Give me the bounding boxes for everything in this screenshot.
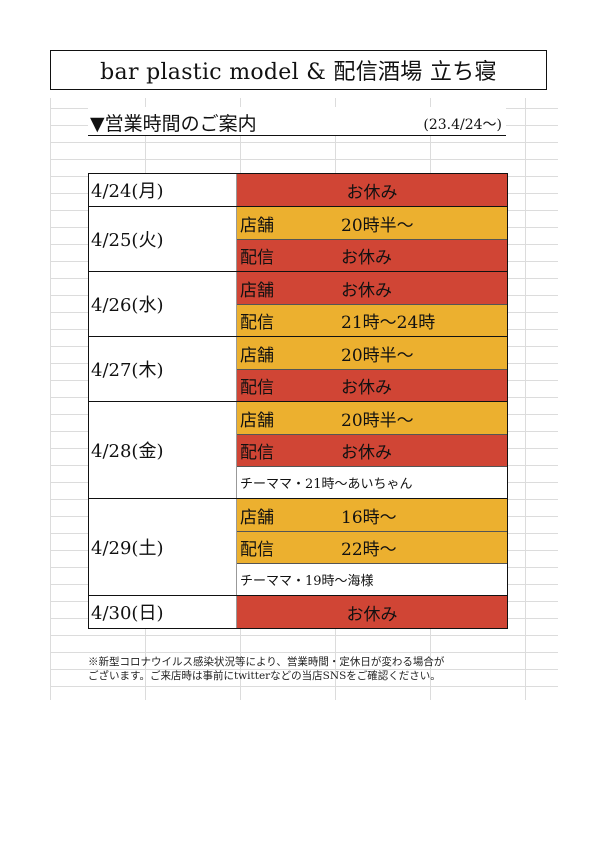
status-value: お休み [341, 280, 392, 301]
day-date: 4/25(火) [89, 207, 237, 271]
status-row: 配信 21時〜24時 [237, 304, 507, 336]
status-value: お休み [341, 443, 392, 463]
day-date: 4/24(月) [89, 174, 237, 206]
status-label: 配信 [240, 378, 274, 398]
staff-note: チーママ・21時〜あいちゃん [237, 466, 507, 498]
day-date: 4/28(金) [89, 402, 237, 498]
schedule-day: 4/24(月) お休み [89, 174, 507, 207]
status-label: 店舗 [240, 507, 274, 528]
status-row: 店舗 お休み [237, 272, 507, 304]
status-row: 店舗 20時半〜 [237, 337, 507, 369]
status-label: 配信 [240, 443, 274, 463]
schedule-day: 4/30(日) お休み [89, 596, 507, 629]
status-value: 20時半〜 [341, 345, 414, 366]
schedule-day: 4/28(金) 店舗 20時半〜配信 お休みチーママ・21時〜あいちゃん [89, 402, 507, 499]
schedule-day: 4/26(水) 店舗 お休み配信 21時〜24時 [89, 272, 507, 337]
status-label: 店舗 [240, 280, 274, 301]
status-label: 配信 [240, 540, 274, 560]
schedule-day: 4/25(火) 店舗 20時半〜配信 お休み [89, 207, 507, 272]
status-row: 配信 お休み [237, 239, 507, 271]
heading-text: ▼営業時間のご案内 [90, 113, 257, 135]
status-row: 配信 お休み [237, 434, 507, 466]
status-row: 店舗 20時半〜 [237, 207, 507, 239]
status-row: 店舗 20時半〜 [237, 402, 507, 434]
schedule-table: 4/24(月) お休み 4/25(火) 店舗 20時半〜 配信 お休み 4/26(水) 店舗 お休… [88, 173, 508, 629]
day-date: 4/27(木) [89, 337, 237, 401]
day-date: 4/26(水) [89, 272, 237, 336]
status-value: お休み [341, 248, 392, 268]
status-row: 店舗 16時〜 [237, 499, 507, 531]
status-label: 店舗 [240, 215, 274, 236]
schedule-day: 4/27(木) 店舗 20時半〜配信 お休み [89, 337, 507, 402]
status-value: お休み [341, 378, 392, 398]
status-value: 20時半〜 [341, 410, 414, 431]
status-label: 店舗 [240, 345, 274, 366]
status-row: 配信 22時〜 [237, 531, 507, 563]
staff-note: チーママ・19時〜海様 [237, 563, 507, 595]
day-date: 4/30(日) [89, 596, 237, 628]
footnote-line: ございます。ご来店時は事前にtwitterなどの当店SNSをご確認ください。 [88, 670, 441, 682]
status-row: 配信 お休み [237, 369, 507, 401]
footnote-line: ※新型コロナウイルス感染状況等により、営業時間・定休日が変わる場合が [88, 656, 445, 668]
status-label: 配信 [240, 313, 274, 333]
day-date: 4/29(土) [89, 499, 237, 595]
schedule-day: 4/29(土) 店舗 16時〜配信 22時〜チーママ・19時〜海様 [89, 499, 507, 596]
status-value: 22時〜 [341, 540, 397, 560]
status-value: 21時〜24時 [341, 313, 436, 333]
footnote: ※新型コロナウイルス感染状況等により、営業時間・定休日が変わる場合が ございます… [88, 655, 518, 683]
section-heading: ▼営業時間のご案内 (23.4/24〜) [88, 107, 506, 136]
heading-date: (23.4/24〜) [423, 117, 502, 133]
status-full-row: お休み [237, 596, 507, 628]
page-title-text: bar plastic model & 配信酒場 立ち寝 [100, 60, 497, 85]
page-title: bar plastic model & 配信酒場 立ち寝 [50, 50, 547, 90]
status-value: 20時半〜 [341, 215, 414, 236]
status-label: 配信 [240, 248, 274, 268]
status-value: 16時〜 [341, 507, 397, 528]
status-label: 店舗 [240, 410, 274, 431]
status-full-row: お休み [237, 174, 507, 206]
